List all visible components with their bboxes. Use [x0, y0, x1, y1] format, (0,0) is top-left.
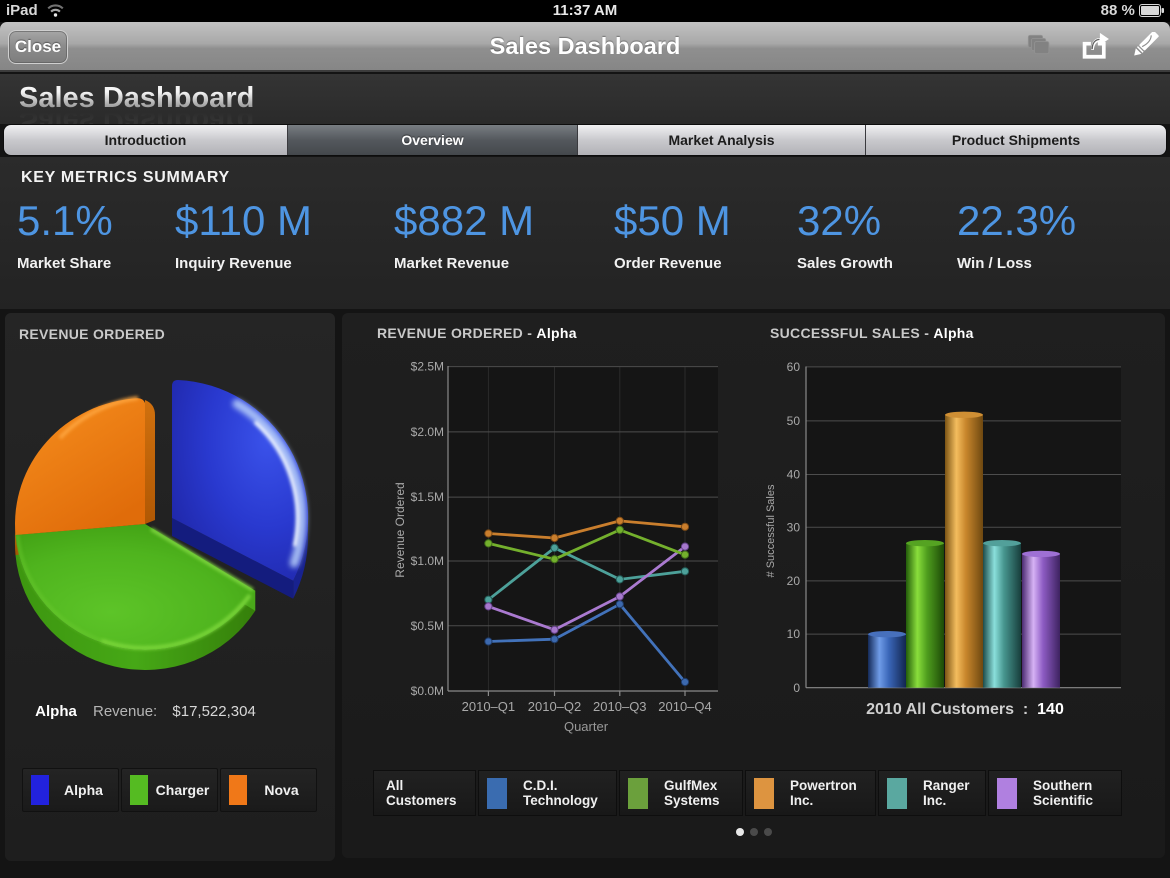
svg-text:Revenue Ordered: Revenue Ordered — [393, 482, 407, 577]
svg-text:$0.0M: $0.0M — [411, 684, 444, 698]
svg-text:40: 40 — [787, 468, 801, 482]
svg-text:$2.5M: $2.5M — [411, 360, 444, 374]
svg-text:2010–Q4: 2010–Q4 — [658, 699, 712, 714]
svg-text:$2.0M: $2.0M — [411, 425, 444, 439]
svg-text:$1.0M: $1.0M — [411, 554, 444, 568]
svg-text:$1.5M: $1.5M — [411, 490, 444, 504]
svg-text:2010–Q3: 2010–Q3 — [593, 699, 647, 714]
svg-text:0: 0 — [793, 681, 800, 695]
svg-text:60: 60 — [787, 360, 801, 374]
svg-text:$0.5M: $0.5M — [411, 619, 444, 633]
svg-text:50: 50 — [787, 414, 801, 428]
svg-text:# Successful Sales: # Successful Sales — [765, 484, 777, 577]
svg-text:10: 10 — [787, 627, 801, 641]
svg-text:30: 30 — [787, 521, 801, 535]
svg-text:20: 20 — [787, 574, 801, 588]
svg-text:2010 All Customers : 140: 2010 All Customers : 140 — [866, 701, 1064, 718]
svg-text:2010–Q2: 2010–Q2 — [528, 699, 582, 714]
svg-text:2010–Q1: 2010–Q1 — [462, 699, 516, 714]
svg-text:Quarter: Quarter — [564, 719, 609, 734]
